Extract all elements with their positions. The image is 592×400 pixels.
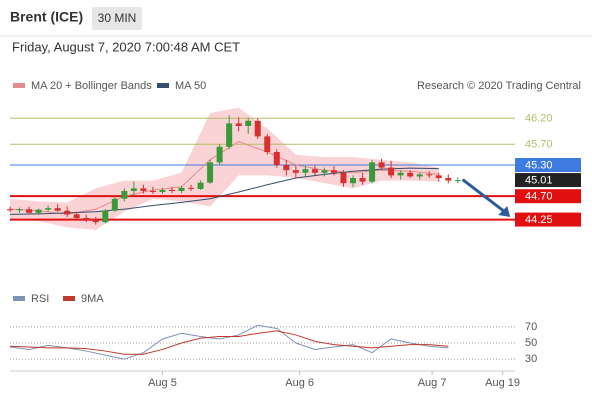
candle-body <box>426 174 433 176</box>
forecast-arrow <box>461 178 508 215</box>
level-box <box>515 212 581 227</box>
candle-body <box>350 177 357 184</box>
instrument: Brent (ICE) <box>10 9 83 25</box>
candle-body <box>64 210 71 215</box>
timeframe[interactable]: 30 MIN <box>98 11 137 25</box>
candle-body <box>235 123 242 126</box>
candle-body <box>35 209 42 213</box>
legend-label: 9MA <box>81 293 104 305</box>
candle-body <box>407 172 414 177</box>
level-box <box>515 157 581 172</box>
level-label: 45.30 <box>525 159 553 171</box>
legend-swatch <box>157 83 169 88</box>
candle-body <box>111 198 118 211</box>
candle-body <box>121 190 128 199</box>
candle-body <box>378 162 385 168</box>
candle-body <box>369 162 376 182</box>
candle-body <box>178 187 185 191</box>
level-box <box>515 189 581 204</box>
x-tick-label: Aug 5 <box>148 377 177 389</box>
candle-body <box>197 182 204 189</box>
x-tick-label: Aug 6 <box>285 377 314 389</box>
level-label: 44.25 <box>525 214 553 226</box>
candle-body <box>435 175 442 178</box>
candle-body <box>188 187 195 189</box>
ma-line <box>9 167 439 215</box>
legend-label: MA 50 <box>175 80 206 92</box>
level-box <box>515 173 581 188</box>
candle-body <box>454 180 461 182</box>
forecast-arrowhead <box>498 205 511 217</box>
candle-body <box>273 151 280 165</box>
candle-body <box>16 209 23 211</box>
candle-body <box>388 167 395 176</box>
candle-body <box>26 209 33 213</box>
timeframe-button[interactable] <box>92 7 142 30</box>
candle-body <box>340 172 347 184</box>
level-label: 45.70 <box>525 139 553 151</box>
legend-swatch <box>13 83 25 88</box>
candle-body <box>254 120 261 137</box>
level-label: 44.70 <box>525 191 553 203</box>
indicator-line <box>9 330 449 355</box>
candle-body <box>83 218 90 220</box>
candle-body <box>311 169 318 173</box>
candle-body <box>73 214 80 219</box>
candle-body <box>102 210 109 223</box>
candle-body <box>359 177 366 182</box>
candle-body <box>149 190 156 193</box>
candle-body <box>245 120 252 126</box>
legend-swatch <box>63 296 75 301</box>
y-tick-label: 30 <box>525 353 537 365</box>
candle-body <box>168 189 175 191</box>
candle-body <box>45 208 52 210</box>
legend-label: RSI <box>31 293 49 305</box>
candle-body <box>140 188 147 191</box>
candle-body <box>397 172 404 176</box>
candle-body <box>7 209 13 211</box>
candle-body <box>92 219 99 223</box>
candle-body <box>302 169 309 173</box>
level-label: 46.20 <box>525 113 553 125</box>
candle-body <box>216 146 223 163</box>
candle-body <box>159 189 166 193</box>
credit: Research © 2020 Trading Central <box>417 80 581 92</box>
x-tick-label: Aug 7 <box>418 377 447 389</box>
ma-line <box>9 141 439 215</box>
candle-body <box>330 170 337 173</box>
candle-body <box>54 208 61 211</box>
candle-body <box>416 174 423 177</box>
candle-body <box>445 177 452 181</box>
candle-body <box>283 164 290 171</box>
x-tick-label: Aug 19 <box>485 377 520 389</box>
candle-body <box>207 162 214 183</box>
candle-body <box>321 170 328 173</box>
y-tick-label: 70 <box>525 321 537 333</box>
candle-body <box>130 188 137 191</box>
candle-body <box>264 136 271 152</box>
candle-body <box>292 170 299 173</box>
y-tick-label: 50 <box>525 337 537 349</box>
datetime: Friday, August 7, 2020 7:00:48 AM CET <box>12 39 240 54</box>
legend-swatch <box>13 296 25 301</box>
level-label: 45.01 <box>525 174 553 186</box>
candle-body <box>226 123 233 147</box>
legend-label: MA 20 + Bollinger Bands <box>31 80 152 92</box>
